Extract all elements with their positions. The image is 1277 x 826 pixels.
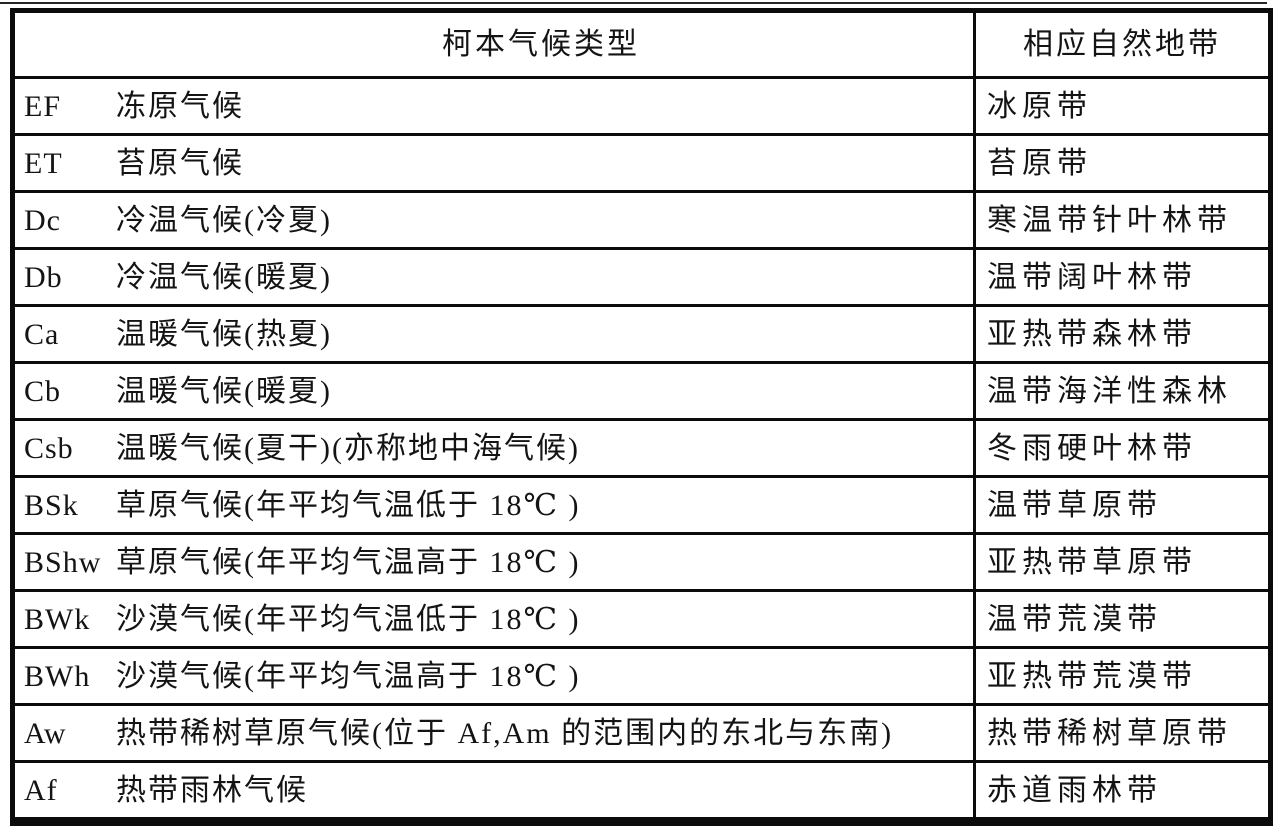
climate-code: BSk	[24, 488, 79, 522]
climate-type-cell: Aw 热带稀树草原气候(位于 Af,Am 的范围内的东北与东南)	[11, 703, 976, 763]
climate-type-cell: BShw 草原气候(年平均气温高于 18℃ )	[11, 532, 976, 592]
climate-description: 草原气候(年平均气温低于 18℃ )	[116, 488, 581, 522]
climate-description: 温暖气候(夏干)(亦称地中海气候)	[116, 431, 580, 465]
table-row: BSk 草原气候(年平均气温低于 18℃ ) 温带草原带	[11, 475, 1272, 535]
table-row: Af 热带雨林气候 赤道雨林带	[11, 760, 1272, 823]
column-header-climate-type: 柯本气候类型	[11, 9, 976, 79]
table-row: Dc 冷温气候(冷夏) 寒温带针叶林带	[11, 190, 1272, 250]
table-row: Db 冷温气候(暖夏) 温带阔叶林带	[11, 247, 1272, 307]
climate-description: 温暖气候(热夏)	[116, 317, 332, 351]
climate-type-cell: BSk 草原气候(年平均气温低于 18℃ )	[11, 475, 976, 535]
table-row: Csb 温暖气候(夏干)(亦称地中海气候) 冬雨硬叶林带	[11, 418, 1272, 478]
natural-zone-cell: 温带海洋性森林	[973, 361, 1272, 421]
natural-zone-cell: 温带阔叶林带	[973, 247, 1272, 307]
climate-description: 热带雨林气候	[116, 773, 308, 807]
natural-zone-cell: 亚热带荒漠带	[973, 646, 1272, 706]
natural-zone-cell: 亚热带森林带	[973, 304, 1272, 364]
climate-description: 冻原气候	[116, 89, 244, 123]
koppen-climate-table: 柯本气候类型 相应自然地带 EF 冻原气候 冰原带 ET 苔原气候 苔原带 Dc 冷温…	[10, 8, 1273, 826]
climate-description: 沙漠气候(年平均气温低于 18℃ )	[116, 602, 581, 636]
climate-description: 草原气候(年平均气温高于 18℃ )	[116, 545, 581, 579]
climate-description: 冷温气候(冷夏)	[116, 203, 332, 237]
natural-zone-cell: 寒温带针叶林带	[973, 190, 1272, 250]
natural-zone-cell: 亚热带草原带	[973, 532, 1272, 592]
natural-zone-cell: 苔原带	[973, 133, 1272, 193]
climate-type-cell: Af 热带雨林气候	[11, 760, 976, 823]
climate-description: 苔原气候	[116, 146, 244, 180]
header-row: 柯本气候类型 相应自然地带	[11, 9, 1272, 79]
table-row: Cb 温暖气候(暖夏) 温带海洋性森林	[11, 361, 1272, 421]
climate-code: Cb	[24, 374, 62, 408]
table-row: ET 苔原气候 苔原带	[11, 133, 1272, 193]
table-row: EF 冻原气候 冰原带	[11, 76, 1272, 136]
climate-code: Aw	[24, 716, 67, 750]
column-header-natural-zone: 相应自然地带	[973, 9, 1272, 79]
table-row: BWh 沙漠气候(年平均气温高于 18℃ ) 亚热带荒漠带	[11, 646, 1272, 706]
climate-code: Af	[24, 773, 58, 807]
climate-description: 热带稀树草原气候(位于 Af,Am 的范围内的东北与东南)	[116, 716, 894, 750]
natural-zone-cell: 温带草原带	[973, 475, 1272, 535]
climate-type-cell: Db 冷温气候(暖夏)	[11, 247, 976, 307]
table-row: Aw 热带稀树草原气候(位于 Af,Am 的范围内的东北与东南) 热带稀树草原带	[11, 703, 1272, 763]
climate-code: Csb	[24, 431, 74, 465]
table-row: BShw 草原气候(年平均气温高于 18℃ ) 亚热带草原带	[11, 532, 1272, 592]
climate-code: BShw	[24, 545, 102, 579]
natural-zone-cell: 赤道雨林带	[973, 760, 1272, 823]
scan-edge-line	[0, 2, 1267, 4]
climate-code: BWk	[24, 602, 91, 636]
climate-description: 温暖气候(暖夏)	[116, 374, 332, 408]
climate-type-cell: EF 冻原气候	[11, 76, 976, 136]
climate-code: ET	[24, 146, 63, 180]
climate-type-cell: Cb 温暖气候(暖夏)	[11, 361, 976, 421]
climate-description: 冷温气候(暖夏)	[116, 260, 332, 294]
climate-type-cell: ET 苔原气候	[11, 133, 976, 193]
climate-code: Ca	[24, 317, 60, 351]
natural-zone-cell: 冰原带	[973, 76, 1272, 136]
climate-description: 沙漠气候(年平均气温高于 18℃ )	[116, 659, 581, 693]
natural-zone-cell: 冬雨硬叶林带	[973, 418, 1272, 478]
climate-code: BWh	[24, 659, 91, 693]
climate-code: EF	[24, 89, 62, 123]
natural-zone-cell: 热带稀树草原带	[973, 703, 1272, 763]
climate-code: Dc	[24, 203, 61, 237]
climate-type-cell: Dc 冷温气候(冷夏)	[11, 190, 976, 250]
table-row: Ca 温暖气候(热夏) 亚热带森林带	[11, 304, 1272, 364]
climate-type-cell: BWh 沙漠气候(年平均气温高于 18℃ )	[11, 646, 976, 706]
climate-type-cell: Csb 温暖气候(夏干)(亦称地中海气候)	[11, 418, 976, 478]
climate-type-cell: BWk 沙漠气候(年平均气温低于 18℃ )	[11, 589, 976, 649]
climate-type-cell: Ca 温暖气候(热夏)	[11, 304, 976, 364]
table-row: BWk 沙漠气候(年平均气温低于 18℃ ) 温带荒漠带	[11, 589, 1272, 649]
natural-zone-cell: 温带荒漠带	[973, 589, 1272, 649]
climate-code: Db	[24, 260, 63, 294]
